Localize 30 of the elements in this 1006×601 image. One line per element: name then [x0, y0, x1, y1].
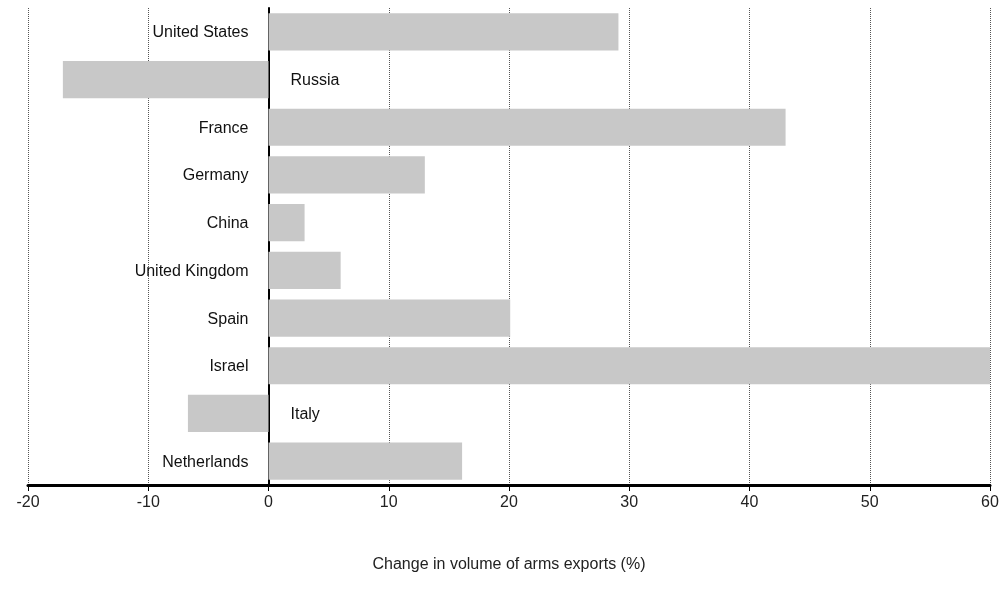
x-tick-label: 30: [620, 492, 639, 510]
bar: [268, 299, 511, 337]
bar: [268, 13, 619, 51]
y-tick-label: France: [198, 118, 249, 136]
y-tick-label: Russia: [290, 71, 340, 89]
bar: [268, 108, 786, 146]
bar: [62, 60, 269, 99]
x-tick-label: 40: [740, 492, 759, 510]
y-tick-label: United Kingdom: [134, 261, 249, 279]
x-tick-label: 10: [379, 492, 398, 510]
x-tick-label: -10: [136, 492, 160, 510]
bar: [187, 394, 269, 433]
bar: [268, 156, 425, 194]
bar: [268, 347, 990, 385]
x-tick-label: 0: [264, 492, 274, 510]
x-axis-title: Change in volume of arms exports (%): [372, 554, 646, 572]
y-tick-label: Italy: [290, 404, 320, 422]
y-tick-label: Spain: [207, 309, 249, 327]
bar: [268, 204, 305, 242]
x-tick-label: 20: [500, 492, 518, 510]
bar: [268, 442, 463, 480]
x-tick-label: 50: [860, 492, 879, 510]
x-tick-label: 60: [981, 492, 999, 510]
bar: [268, 251, 341, 289]
y-tick-label: China: [206, 214, 249, 232]
x-tick-label: -20: [16, 492, 40, 510]
y-tick-label: Israel: [209, 357, 249, 375]
y-tick-label: Germany: [182, 166, 249, 184]
y-tick-label: Netherlands: [162, 452, 249, 470]
y-tick-label: United States: [152, 23, 249, 41]
